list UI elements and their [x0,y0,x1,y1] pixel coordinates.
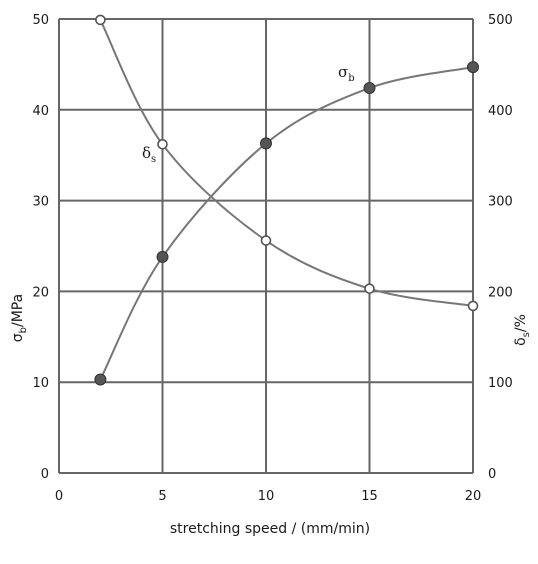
x-tick-label: 5 [158,489,166,504]
y-axis-right-title: δs/% [513,314,532,346]
data-point-delta-s [157,139,168,150]
sigma-b-curve-label: σb [338,63,355,84]
y-left-tick-label: 0 [41,467,49,482]
labels: stretching speed / (mm/min) σb/MPa δs/% … [10,63,532,537]
data-point-delta-s [260,235,272,246]
x-tick-label: 0 [55,489,63,504]
y-left-symbol: σ [10,333,26,342]
y-right-symbol: δ [513,337,529,346]
y-left-subscript: b [18,327,29,333]
y-right-tick-label: 200 [488,285,513,300]
y-left-tick-label: 30 [32,195,49,210]
markers [94,14,479,386]
series-line-delta-s [99,19,474,307]
y-left-tick-label: 40 [32,104,49,119]
data-point-delta-s [364,283,375,294]
y-left-tick-label: 20 [32,285,49,300]
y-axis-left-title: σb/MPa [10,294,29,342]
grid [58,18,474,474]
y-right-unit: /% [513,314,529,332]
y-right-tick-label: 300 [488,195,513,210]
series-line-sigma-b [99,66,474,380]
data-point-sigma-b [467,61,479,74]
y-right-subscript: s [521,332,532,337]
y-left-unit: /MPa [10,294,26,327]
x-axis-title: stretching speed / (mm/min) [170,521,370,537]
x-tick-label: 20 [465,489,482,504]
y-right-tick-label: 500 [488,13,513,28]
y-right-tick-label: 400 [488,104,513,119]
data-point-sigma-b [260,137,272,150]
y-left-tick-label: 10 [32,376,49,391]
y-right-tick-label: 0 [488,467,496,482]
y-left-tick-label: 50 [32,13,49,28]
data-point-delta-s [95,14,106,26]
x-tick-label: 15 [361,489,378,504]
x-tick-label: 10 [258,489,275,504]
data-point-delta-s [467,300,479,312]
data-point-sigma-b [363,82,376,95]
y-right-tick-label: 100 [488,376,513,391]
delta-s-curve-label: δs [142,144,156,165]
data-point-sigma-b [94,373,107,386]
data-point-sigma-b [156,250,169,263]
